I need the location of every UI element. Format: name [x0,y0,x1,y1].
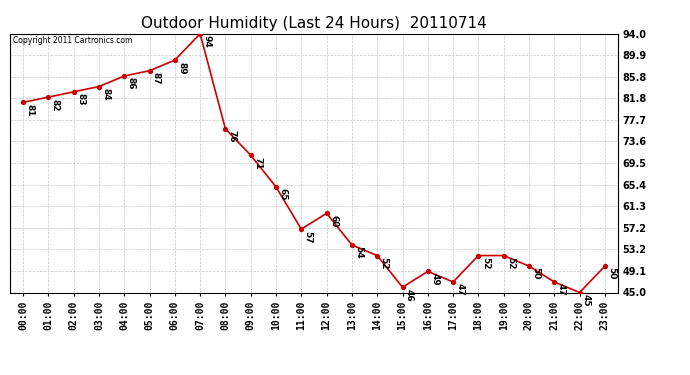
Text: 81: 81 [26,104,34,116]
Text: 94: 94 [203,35,212,48]
Title: Outdoor Humidity (Last 24 Hours)  20110714: Outdoor Humidity (Last 24 Hours) 2011071… [141,16,487,31]
Text: 82: 82 [51,99,60,111]
Text: 57: 57 [304,231,313,243]
Text: 46: 46 [405,289,414,301]
Text: 45: 45 [582,294,591,306]
Text: 52: 52 [380,257,388,269]
Text: 84: 84 [101,88,110,101]
Text: 50: 50 [531,267,540,280]
Text: 52: 52 [506,257,515,269]
Text: 47: 47 [455,284,464,296]
Text: 50: 50 [607,267,616,280]
Text: 76: 76 [228,130,237,143]
Text: 87: 87 [152,72,161,85]
Text: 49: 49 [431,273,440,285]
Text: 71: 71 [253,157,262,169]
Text: 60: 60 [329,214,338,227]
Text: 86: 86 [127,77,136,90]
Text: 89: 89 [177,62,186,74]
Text: 47: 47 [557,284,566,296]
Text: Copyright 2011 Cartronics.com: Copyright 2011 Cartronics.com [13,36,132,45]
Text: 83: 83 [76,93,85,106]
Text: 52: 52 [481,257,490,269]
Text: 54: 54 [355,246,364,259]
Text: 65: 65 [279,188,288,201]
